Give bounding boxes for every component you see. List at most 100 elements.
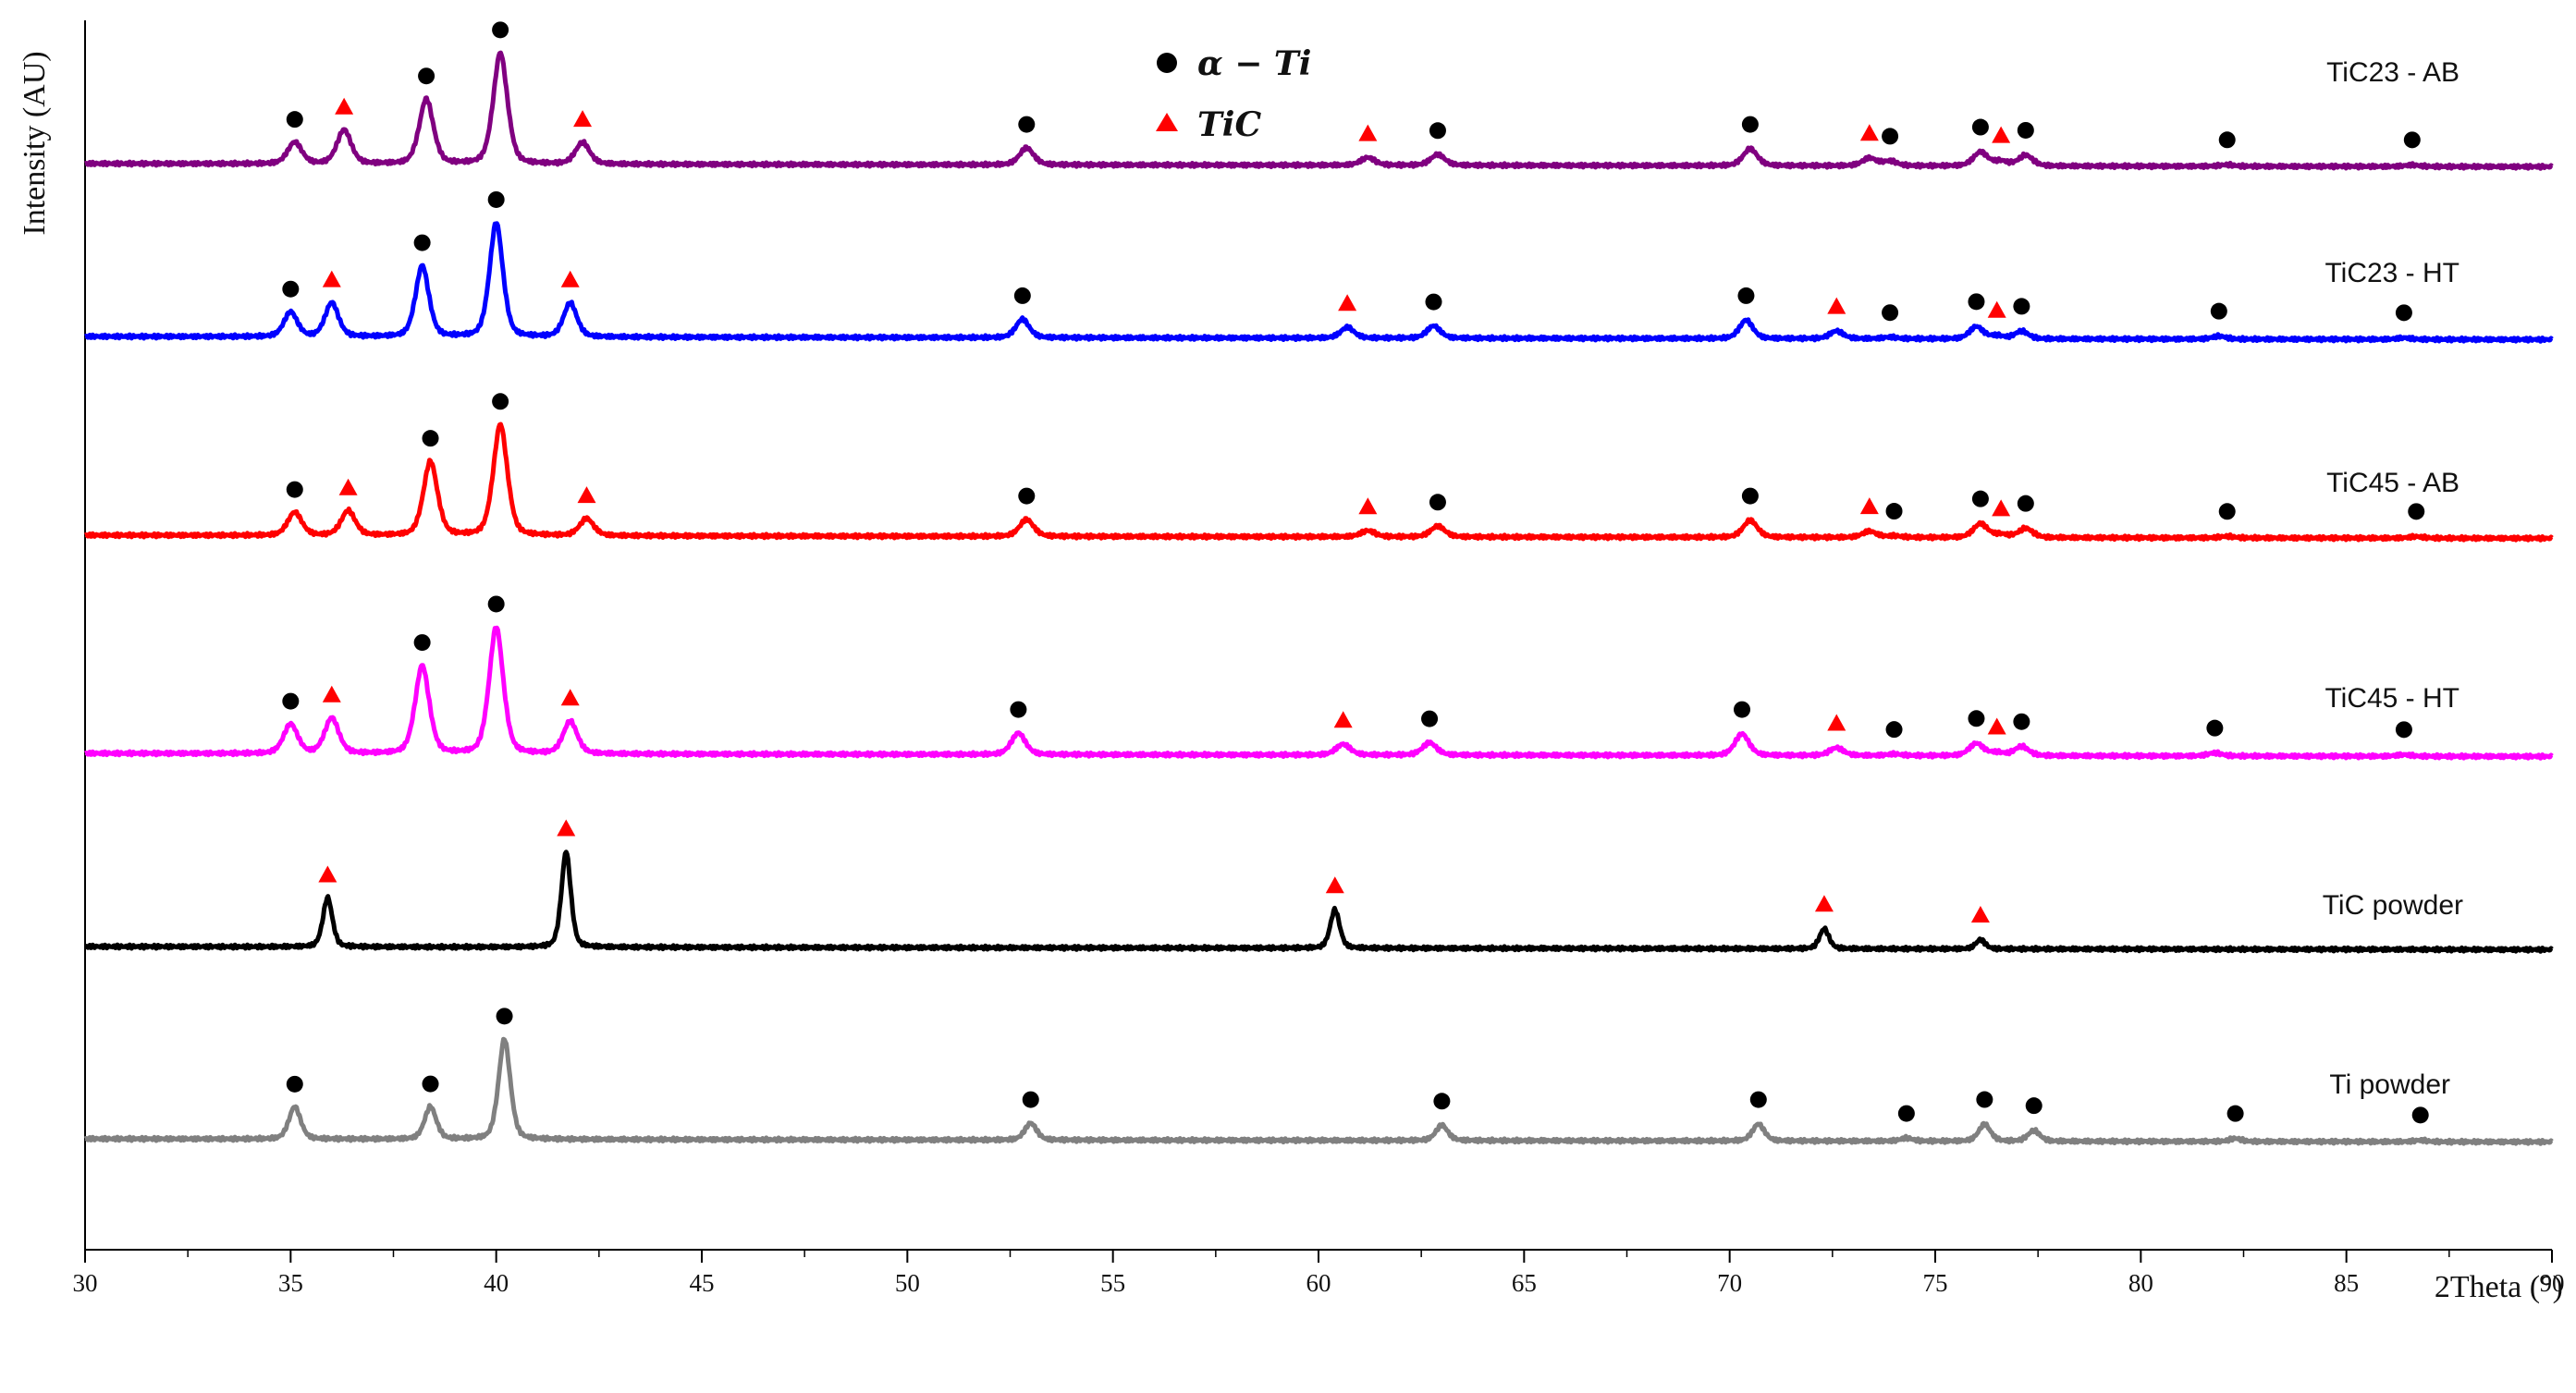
alpha-ti-peak-marker [1013,287,1031,304]
series-labels: TiC23 - AB TiC23 - HT TiC45 - AB TiC45 - HT… [2323,57,2463,1100]
alpha-ti-peak-marker [1885,721,1903,739]
alpha-ti-peak-marker [286,111,303,128]
tic-peak-marker [318,865,337,883]
x-tick-label: 35 [278,1269,303,1297]
alpha-ti-peak-marker [492,393,509,410]
tic-peak-marker [560,689,580,706]
tic-peak-marker [1987,300,2006,318]
x-axis-title: 2Theta (°) [2435,1270,2563,1304]
x-tick-label: 50 [895,1269,920,1297]
alpha-ti-peak-marker [496,1008,513,1025]
tic-peak-marker [1827,714,1846,731]
alpha-ti-peak-marker [282,280,300,298]
x-tick-label: 70 [1717,1269,1742,1297]
tic-peak-marker [335,97,354,115]
x-ticks [84,1250,2553,1263]
series-label: TiC45 - HT [2325,683,2459,714]
series-line-tic45-ht [83,625,2554,761]
series-label: TiC powder [2323,890,2463,921]
alpha-ti-peak-marker [1749,1091,1767,1108]
alpha-ti-peak-marker [2218,131,2236,149]
alpha-ti-peak-marker [2395,721,2412,739]
alpha-ti-peak-marker [1897,1105,1915,1122]
alpha-ti-peak-marker [1425,293,1442,311]
tic-peak-marker [573,110,593,128]
legend-tic-marker [1156,113,1178,131]
alpha-ti-peak-marker [1971,490,1989,507]
alpha-ti-peak-marker [2017,121,2034,139]
alpha-ti-peak-marker [1018,116,1036,133]
alpha-ti-peak-marker [422,1075,439,1093]
alpha-ti-peak-marker [1018,487,1036,505]
legend-alpha-ti-marker [1157,53,1177,73]
tic-peak-marker [1338,294,1357,312]
x-tick-label: 80 [2128,1269,2153,1297]
x-tick-label: 75 [1923,1269,1948,1297]
alpha-ti-peak-marker [2408,503,2425,520]
alpha-ti-peak-marker [422,430,439,447]
tic-peak-marker [560,270,580,287]
alpha-ti-peak-marker [1882,128,1899,145]
alpha-ti-peak-marker [2013,298,2030,315]
alpha-ti-peak-marker [1737,287,1755,304]
alpha-ti-peak-marker [487,190,505,208]
series-line-tic45-ab [83,422,2554,543]
series-line-tic23-ht [83,221,2554,344]
legend-alpha-ti-label: α − Ti [1197,44,1311,83]
tic-peak-marker [1992,499,2011,517]
series-label: Ti powder [2329,1069,2450,1100]
alpha-ti-peak-marker [286,481,303,498]
tic-peak-marker [1987,717,2006,735]
alpha-ti-peak-marker [492,21,509,39]
alpha-ti-peak-marker [2013,713,2030,730]
tic-peak-marker [1358,497,1378,515]
tic-peak-marker [338,478,358,495]
alpha-ti-peak-marker [1971,118,1989,136]
alpha-ti-peak-marker [282,692,300,710]
x-tick-label: 40 [484,1269,509,1297]
alpha-ti-peak-marker [418,67,435,85]
alpha-ti-peak-marker [2218,503,2236,520]
alpha-ti-peak-marker [2226,1105,2244,1122]
series-layer [83,50,2554,1146]
x-tick-label: 55 [1100,1269,1125,1297]
series-label: TiC23 - AB [2326,57,2459,88]
tic-peak-marker [1814,895,1834,912]
x-tick-label: 45 [690,1269,715,1297]
tic-peak-marker [577,486,596,504]
alpha-ti-peak-marker [413,234,431,251]
series-label: TiC23 - HT [2325,258,2459,288]
alpha-ti-peak-marker [487,595,505,613]
alpha-ti-peak-marker [2206,719,2224,737]
series-line-ti-powder [83,1036,2554,1146]
alpha-ti-peak-marker [1433,1093,1451,1110]
tic-peak-marker [1970,905,1990,923]
alpha-ti-peak-marker [413,634,431,652]
x-tick-label: 30 [73,1269,98,1297]
x-tick-label: 65 [1512,1269,1537,1297]
x-tick-label: 85 [2334,1269,2359,1297]
alpha-ti-peak-marker [2411,1106,2429,1124]
alpha-ti-peak-marker [2395,304,2412,322]
tic-peak-marker [1992,126,2011,143]
tic-peak-marker [1827,297,1846,314]
tic-peak-marker [322,685,341,703]
tic-peak-marker [557,819,576,837]
tic-peak-marker [1325,876,1344,894]
tic-peak-marker [1859,497,1879,515]
alpha-ti-peak-marker [286,1075,303,1093]
x-tick-label: 90 [2540,1269,2565,1297]
alpha-ti-peak-marker [1741,487,1759,505]
alpha-ti-peak-marker [1882,304,1899,322]
alpha-ti-peak-marker [1976,1091,1993,1108]
y-axis-title: Intensity (AU) [18,51,52,235]
alpha-ti-peak-marker [2403,131,2421,149]
series-label: TiC45 - AB [2326,468,2459,498]
series-line-tic-powder [83,849,2554,954]
x-tick-label: 60 [1306,1269,1331,1297]
alpha-ti-peak-marker [1734,701,1751,718]
legend: α − Ti TiC [1156,44,1311,144]
tic-peak-marker [1358,124,1378,141]
alpha-ti-peak-marker [1022,1091,1039,1108]
